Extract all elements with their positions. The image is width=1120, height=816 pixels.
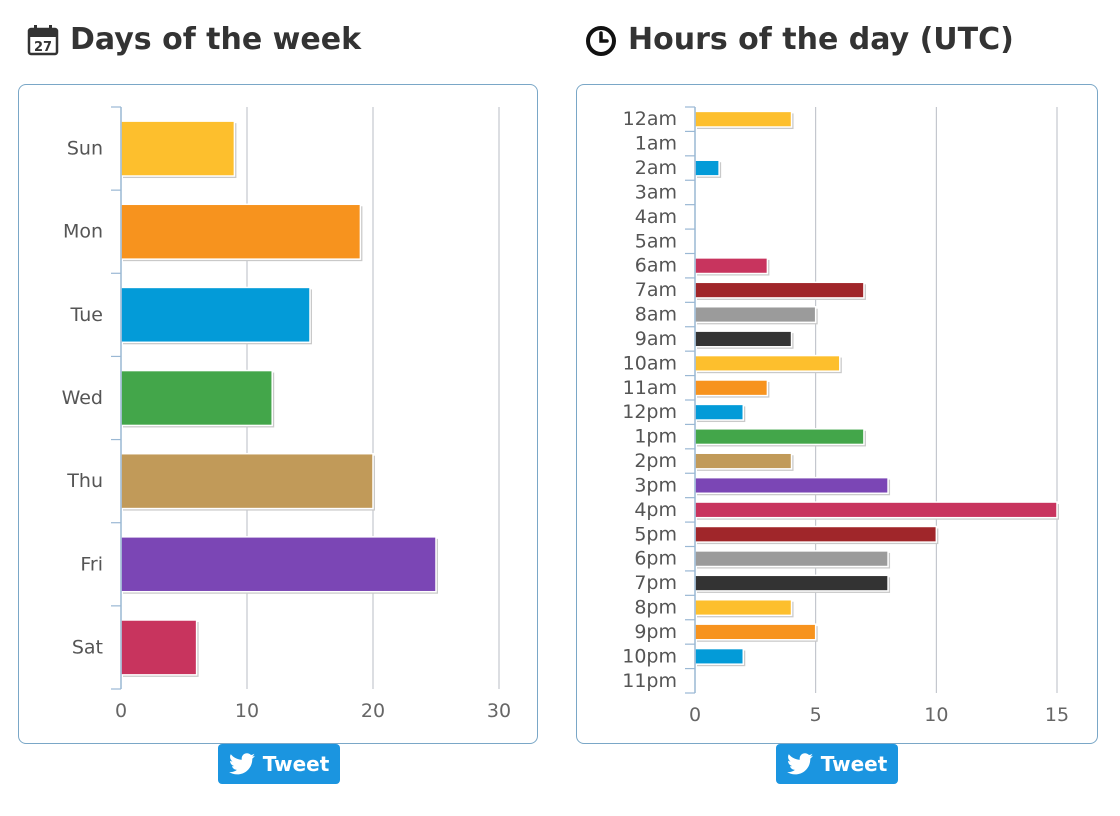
category-label: Thu <box>66 470 103 492</box>
bar-Fri <box>120 536 437 593</box>
bar-10am <box>694 354 841 372</box>
category-label: 4am <box>635 206 677 228</box>
category-label: Mon <box>63 221 103 243</box>
x-tick-label: 5 <box>810 704 822 726</box>
bar-Sat <box>120 619 198 676</box>
category-label: 8pm <box>634 597 677 619</box>
hours-title-heading: Hours of the day (UTC) <box>584 22 1014 57</box>
category-label: 12am <box>623 108 677 130</box>
category-label: 10pm <box>622 645 677 667</box>
category-label: 3pm <box>634 474 677 496</box>
x-tick-label: 0 <box>689 704 701 726</box>
bar-1pm <box>694 428 865 446</box>
hours-chart: 12am1am2am3am4am5am6am7am8am9am10am11am1… <box>622 106 1069 726</box>
bar-8am <box>694 305 817 324</box>
twitter-bird-icon <box>228 753 255 775</box>
bar-6pm <box>694 550 889 568</box>
x-tick-label: 20 <box>361 700 385 722</box>
category-label: 11am <box>623 377 677 399</box>
category-label: 1am <box>635 133 677 155</box>
hours-panel: Hours of the day (UTC) 12am 1am 2am 3am 4am 5… <box>558 0 1120 816</box>
bar-11am <box>694 379 769 397</box>
bar-2pm <box>694 452 793 470</box>
category-label: 5am <box>635 230 677 252</box>
category-label: 9pm <box>634 621 677 643</box>
x-tick-label: 15 <box>1045 704 1069 726</box>
category-label: 6am <box>635 255 677 277</box>
bar-10pm <box>694 647 745 665</box>
bar-Sun <box>120 120 236 177</box>
calendar-icon-day: 27 <box>34 40 52 55</box>
bar-9am <box>694 330 793 348</box>
plot-area: 12am1am2am3am4am5am6am7am8am9am10am11am1… <box>622 106 1069 726</box>
x-tick-label: 30 <box>487 700 511 722</box>
days-title-heading: 27 Days of the week <box>26 22 361 57</box>
hours-chart-box: 12am 1am 2am 3am 4am 5am 6am 7am 8am 9am 10am 11am 1… <box>576 84 1098 744</box>
category-label: 10am <box>623 352 677 374</box>
bar-Wed <box>120 369 273 427</box>
category-label: Fri <box>80 553 103 575</box>
x-tick-label: 10 <box>924 704 948 726</box>
category-label: 2am <box>635 157 677 179</box>
bar-3pm <box>694 476 889 495</box>
category-label: Sat <box>72 636 103 658</box>
days-panel: 27 Days of the week Sun Mon Tue Wed Thu Fri Sa… <box>0 0 558 816</box>
bar-Tue <box>120 286 311 344</box>
category-label: 1pm <box>634 426 677 448</box>
tweet-label: Tweet <box>820 752 888 776</box>
twitter-bird-icon <box>786 753 813 775</box>
x-tick-label: 0 <box>115 700 127 722</box>
days-title: Days of the week <box>70 22 362 57</box>
category-label: 3am <box>635 181 677 203</box>
calendar-icon: 27 <box>26 23 60 57</box>
bar-Mon <box>120 203 362 260</box>
category-label: 7pm <box>634 572 677 594</box>
category-label: 8am <box>635 304 677 326</box>
category-label: 9am <box>635 328 677 350</box>
bar-Thu <box>120 452 374 510</box>
category-label: 5pm <box>634 523 677 545</box>
bar-7pm <box>694 574 889 592</box>
days-chart: Sun Mon Tue Wed Thu Fri Sat 0 10 20 30 <box>62 106 511 722</box>
category-label: 4pm <box>634 499 677 521</box>
days-chart-box: Sun Mon Tue Wed Thu Fri Sat 0 10 20 30 <box>18 84 538 744</box>
category-label: Sun <box>67 138 103 160</box>
tweet-button-hours[interactable]: Tweet <box>776 744 898 784</box>
tweet-label: Tweet <box>262 752 330 776</box>
bar-6am <box>694 257 769 275</box>
hours-title: Hours of the day (UTC) <box>628 22 1014 57</box>
tweet-button-days[interactable]: Tweet <box>218 744 340 784</box>
bar-4pm <box>694 501 1058 519</box>
bar-12pm <box>694 403 745 421</box>
bar-2am <box>694 159 720 177</box>
bar-9pm <box>694 623 817 641</box>
bar-7am <box>694 281 865 299</box>
category-label: 12pm <box>622 401 677 423</box>
bar-5pm <box>694 525 938 543</box>
category-label: 11pm <box>622 670 677 692</box>
category-label: Wed <box>62 387 103 409</box>
category-label: 2pm <box>634 450 677 472</box>
category-label: Tue <box>70 304 103 326</box>
category-label: 7am <box>635 279 677 301</box>
bar-8pm <box>694 598 793 617</box>
clock-icon <box>584 23 618 57</box>
plot-area: Sun Mon Tue Wed Thu Fri Sat 0 10 20 30 <box>62 106 511 722</box>
category-label: 6pm <box>634 548 677 570</box>
x-tick-label: 10 <box>235 700 259 722</box>
bar-12am <box>694 110 793 128</box>
